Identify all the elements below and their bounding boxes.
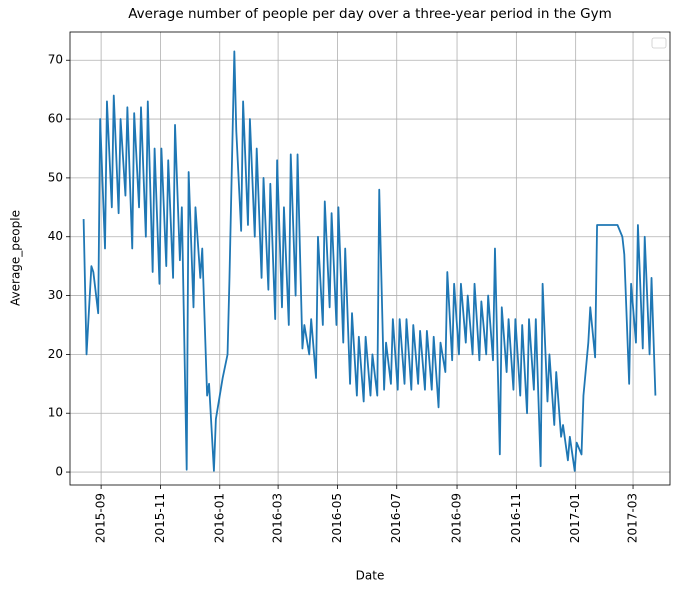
x-axis-label: Date [356, 569, 385, 583]
plot-frame [69, 31, 671, 486]
marks [82, 50, 657, 472]
y-tick-label: 20 [48, 347, 63, 361]
x-tick-label: 2016-09 [450, 493, 464, 543]
x-tick-label: 2015-11 [153, 493, 167, 543]
x-tick-label: 2016-01 [212, 493, 226, 543]
x-tick-label: 2015-09 [94, 493, 108, 543]
x-tick-label: 2017-03 [626, 493, 640, 543]
y-tick-label: 0 [55, 465, 63, 479]
x-tick-label: 2016-05 [330, 493, 344, 543]
chart-title: Average number of people per day over a … [128, 6, 612, 22]
y-axis-label: Average_people [9, 210, 23, 306]
x-tick-label: 2016-07 [389, 493, 403, 543]
y-tick-label: 10 [48, 406, 63, 420]
data-line [82, 50, 657, 472]
x-tick-label: 2017-01 [568, 493, 582, 543]
y-tick-label: 50 [48, 170, 63, 184]
y-tick-label: 60 [48, 112, 63, 126]
x-tick-label: 2016-11 [509, 493, 523, 543]
legend [651, 37, 667, 49]
y-tick-label: 30 [48, 288, 63, 302]
y-tick-label: 40 [48, 229, 63, 243]
x-tick-label: 2016-03 [271, 493, 285, 543]
grid: 0 10 20 30 40 50 60 70 2015-09 2015-11 2016-01 2016… [48, 32, 670, 543]
y-tick-label: 70 [48, 53, 63, 67]
